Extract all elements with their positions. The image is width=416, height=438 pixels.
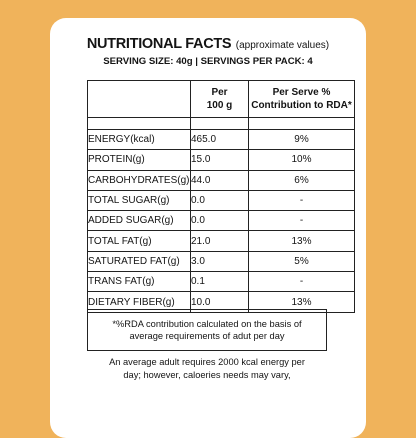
table-row: DIETARY FIBER(g) 10.0 13% [87, 291, 355, 313]
spacer-row [87, 117, 355, 130]
per-100g-value: 21.0 [190, 230, 249, 252]
per-100g-value: 15.0 [190, 149, 249, 171]
header-rda-line1: Per Serve % [272, 87, 331, 98]
per-100g-value: 44.0 [190, 169, 249, 191]
header-blank [87, 80, 191, 118]
rda-value: - [248, 210, 355, 232]
table-row: ADDED SUGAR(g) 0.0- [87, 210, 355, 232]
header-rda: Per Serve % Contribution to RDA* [248, 80, 355, 118]
advice-line2: day; however, caloeries needs may vary, [123, 370, 291, 380]
rda-value: 5% [248, 250, 355, 273]
page-title: NUTRITIONAL FACTS [86, 36, 232, 52]
rda-value: 6% [248, 169, 355, 191]
rda-footnote: *%RDA contribution calculated on the bas… [87, 309, 327, 351]
per-100g-value: 0.0 [190, 189, 249, 212]
nutrient-name: ENERGY(kcal) [87, 128, 191, 151]
table-row: TRANS FAT(g) 0.1- [87, 271, 355, 293]
nutrient-name: CARBOHYDRATES(g) [87, 169, 191, 191]
nutrient-name: PROTEIN(g) [87, 149, 191, 171]
rda-value: 10% [248, 149, 355, 171]
title-line: NUTRITIONAL FACTS (approximate values) [0, 35, 416, 53]
energy-advice: An average adult requires 2000 kcal ener… [87, 356, 327, 382]
table-row: SATURATED FAT(g) 3.0 5% [87, 250, 355, 273]
per-100g-value: 0.0 [190, 210, 249, 232]
advice-line1: An average adult requires 2000 kcal ener… [109, 357, 305, 367]
header-rda-line2: Contribution to RDA* [251, 100, 352, 111]
header-per-line2: 100 g [206, 100, 233, 111]
nutrient-name: DIETARY FIBER(g) [87, 291, 191, 313]
table-row: TOTAL SUGAR(g) 0.0- [87, 189, 355, 212]
nutrition-table: Per 100 g Per Serve % Contribution to RD… [87, 80, 355, 313]
nutrient-name: SATURATED FAT(g) [87, 250, 191, 273]
title-note: (approximate values) [235, 40, 330, 51]
nutrient-name: TOTAL SUGAR(g) [87, 189, 191, 212]
table-row: TOTAL FAT(g) 21.0 13% [87, 230, 355, 252]
rda-value: - [248, 271, 355, 293]
table-row: CARBOHYDRATES(g) 44.0 6% [87, 169, 355, 191]
header-per-100g: Per 100 g [190, 80, 249, 118]
rda-value: - [248, 189, 355, 212]
nutrient-name: TOTAL FAT(g) [87, 230, 191, 252]
footnote-line1: *%RDA contribution calculated on the bas… [112, 319, 302, 329]
table-row: ENERGY(kcal) 465.0 9% [87, 128, 355, 151]
nutrient-name: TRANS FAT(g) [87, 271, 191, 293]
rda-value: 13% [248, 230, 355, 252]
footnote-line2: average requirements of adut per day [129, 331, 285, 341]
table-row: PROTEIN(g) 15.0 10% [87, 149, 355, 171]
rda-value: 13% [248, 291, 355, 313]
serving-info: SERVING SIZE: 40g | SERVINGS PER PACK: 4 [103, 56, 313, 67]
table-header-row: Per 100 g Per Serve % Contribution to RD… [87, 80, 355, 118]
rda-value: 9% [248, 128, 355, 151]
nutrient-name: ADDED SUGAR(g) [87, 210, 191, 232]
per-100g-value: 465.0 [190, 128, 249, 151]
per-100g-value: 3.0 [190, 250, 249, 273]
header-per-line1: Per [211, 87, 228, 98]
per-100g-value: 0.1 [190, 271, 249, 293]
